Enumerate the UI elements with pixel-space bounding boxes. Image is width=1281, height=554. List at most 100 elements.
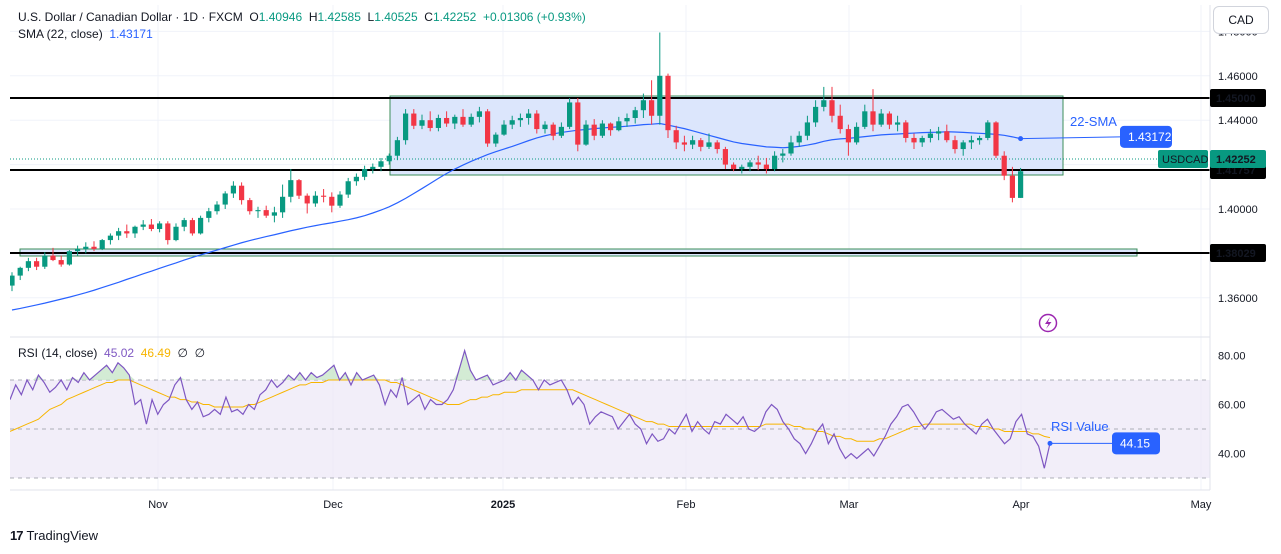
candle-5: [50, 247, 56, 262]
rsi-line: [10, 348, 1051, 469]
candle-78: [649, 80, 655, 125]
candle-76: [632, 106, 638, 124]
tradingview-logo[interactable]: 17 TradingView: [10, 528, 98, 543]
candle-body: [690, 140, 696, 145]
candle-118: [977, 135, 983, 145]
candle-body: [681, 142, 687, 145]
candle-13: [116, 227, 122, 241]
candle-body: [157, 223, 163, 229]
candle-body: [124, 231, 130, 234]
candle-34: [288, 169, 294, 203]
candle-body: [788, 142, 794, 154]
candle-body: [378, 161, 384, 167]
candle-84: [698, 137, 704, 152]
candle-body: [706, 142, 712, 147]
candle-92: [763, 157, 769, 174]
candle-body: [772, 155, 778, 170]
candle-body: [747, 162, 753, 167]
candle-31: [263, 205, 269, 218]
symbol-tag: USDCAD: [1158, 150, 1209, 169]
candle-2: [25, 257, 31, 272]
candle-91: [755, 155, 761, 171]
candle-58: [485, 109, 491, 147]
candle-body: [862, 111, 868, 127]
candle-90: [747, 160, 753, 172]
candle-83: [690, 135, 696, 150]
candle-43: [362, 165, 368, 181]
candle-body: [845, 129, 851, 143]
candle-body: [34, 261, 40, 267]
candle-body: [501, 124, 507, 135]
lightning-icon[interactable]: [1038, 313, 1058, 333]
sma-legend[interactable]: SMA (22, close) 1.43171: [18, 27, 153, 41]
candle-body: [321, 195, 327, 197]
candle-21: [181, 217, 187, 232]
candle-body: [977, 137, 983, 141]
candle-body: [75, 248, 81, 252]
candle-68: [567, 98, 573, 130]
candle-67: [558, 122, 564, 138]
candle-body: [386, 155, 392, 162]
candle-36: [304, 193, 310, 214]
candle-body: [116, 231, 122, 236]
candle-body: [526, 113, 532, 118]
last-price-tag: 1.42252: [1210, 150, 1266, 169]
candle-body: [312, 195, 318, 204]
candle-44: [370, 163, 376, 174]
candle-body: [911, 137, 917, 143]
candle-body: [485, 111, 491, 144]
candle-98: [813, 100, 819, 127]
candle-63: [526, 109, 532, 125]
candle-9: [83, 242, 89, 254]
candle-body: [427, 120, 433, 128]
rsi-label: RSI (14, close): [18, 346, 98, 360]
candle-body: [550, 124, 556, 136]
candle-body: [813, 106, 819, 123]
time-tick-1: Dec: [323, 499, 343, 511]
currency-button[interactable]: CAD: [1213, 6, 1269, 34]
rsi-annotation-value: 44.15: [1120, 436, 1150, 450]
last-price-tag-text: 1.42252: [1216, 154, 1256, 166]
rsi-extra-2: ∅: [194, 346, 206, 360]
candle-97: [804, 115, 810, 141]
candle-86: [714, 140, 720, 154]
annotations: 22-SMA 1.43172 RSI Value 44.15: [1051, 114, 1172, 455]
candle-body: [1009, 175, 1015, 198]
candle-79: [657, 32, 663, 125]
candle-body: [944, 131, 950, 141]
candle-82: [681, 135, 687, 152]
candle-body: [148, 224, 154, 229]
candle-body: [903, 122, 909, 138]
candle-71: [591, 119, 597, 141]
candle-4: [42, 252, 48, 269]
candle-95: [788, 135, 794, 156]
time-tick-6: May: [1191, 499, 1212, 511]
candle-100: [829, 86, 835, 123]
candle-body: [132, 226, 138, 234]
candle-body: [10, 275, 15, 286]
candle-body: [960, 142, 966, 150]
candle-1: [17, 266, 23, 281]
candle-body: [517, 117, 523, 121]
time-tick-0: Nov: [148, 499, 168, 511]
candle-body: [919, 137, 925, 143]
candle-body: [673, 130, 679, 143]
candle-body: [731, 164, 737, 170]
candle-112: [927, 129, 933, 143]
rsi-legend[interactable]: RSI (14, close) 45.02 46.49 ∅ ∅: [18, 346, 205, 360]
candle-body: [936, 131, 942, 134]
candle-40: [337, 191, 343, 208]
rsi-value: 45.02: [104, 346, 135, 360]
rsi-extra-1: ∅: [177, 346, 188, 360]
candle-119: [985, 120, 991, 141]
symbol-tag-text: USDCAD: [1162, 154, 1209, 166]
candle-28: [239, 182, 245, 205]
candle-59: [493, 132, 499, 147]
candle-body: [665, 75, 671, 131]
candle-body: [214, 204, 220, 212]
candle-body: [370, 166, 376, 170]
candle-body: [271, 212, 277, 216]
candle-115: [952, 135, 958, 154]
candle-body: [411, 113, 417, 126]
